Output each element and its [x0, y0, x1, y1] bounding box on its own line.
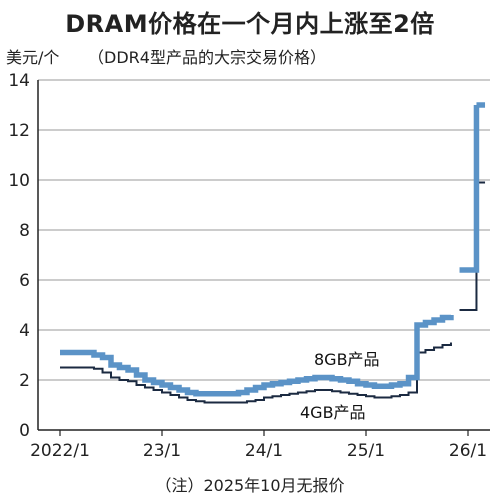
series-label-4gb: 4GB产品: [300, 403, 366, 422]
chart-title: DRAM价格在一个月内上涨至2倍: [65, 10, 435, 38]
x-tick-label: 23/1: [143, 441, 181, 461]
footnote: （注）2025年10月无报价: [155, 476, 345, 495]
x-tick-labels: 2022/1 23/1 24/1 25/1 26/1: [30, 430, 487, 461]
y-tick-label: 4: [19, 321, 30, 341]
y-tick-label: 6: [19, 271, 30, 291]
gridlines: [38, 79, 490, 381]
y-tick-label: 0: [19, 421, 30, 441]
series-8gb-line-segment: [60, 314, 454, 397]
x-tick-label: 24/1: [245, 441, 283, 461]
y-tick-label: 8: [19, 221, 30, 241]
series-label-8gb: 8GB产品: [314, 350, 380, 369]
y-tick-label: 14: [8, 71, 30, 91]
series-lines: [59, 102, 486, 404]
y-tick-labels: 0 2 4 6 8 10 12 14: [8, 71, 30, 441]
x-tick-label: 26/1: [449, 441, 487, 461]
series-4gb-line-segment: [60, 342, 452, 404]
x-tick-label: 25/1: [347, 441, 385, 461]
chart-subtitle: （DDR4型产品的大宗交易价格）: [88, 48, 326, 67]
y-axis-unit: 美元/个: [6, 48, 60, 67]
y-tick-label: 10: [8, 171, 30, 191]
y-tick-label: 2: [19, 371, 30, 391]
axes: [37, 80, 490, 431]
y-tick-label: 12: [8, 121, 30, 141]
x-tick-label: 2022/1: [30, 441, 90, 461]
series-8gb-line-segment: [459, 105, 480, 273]
